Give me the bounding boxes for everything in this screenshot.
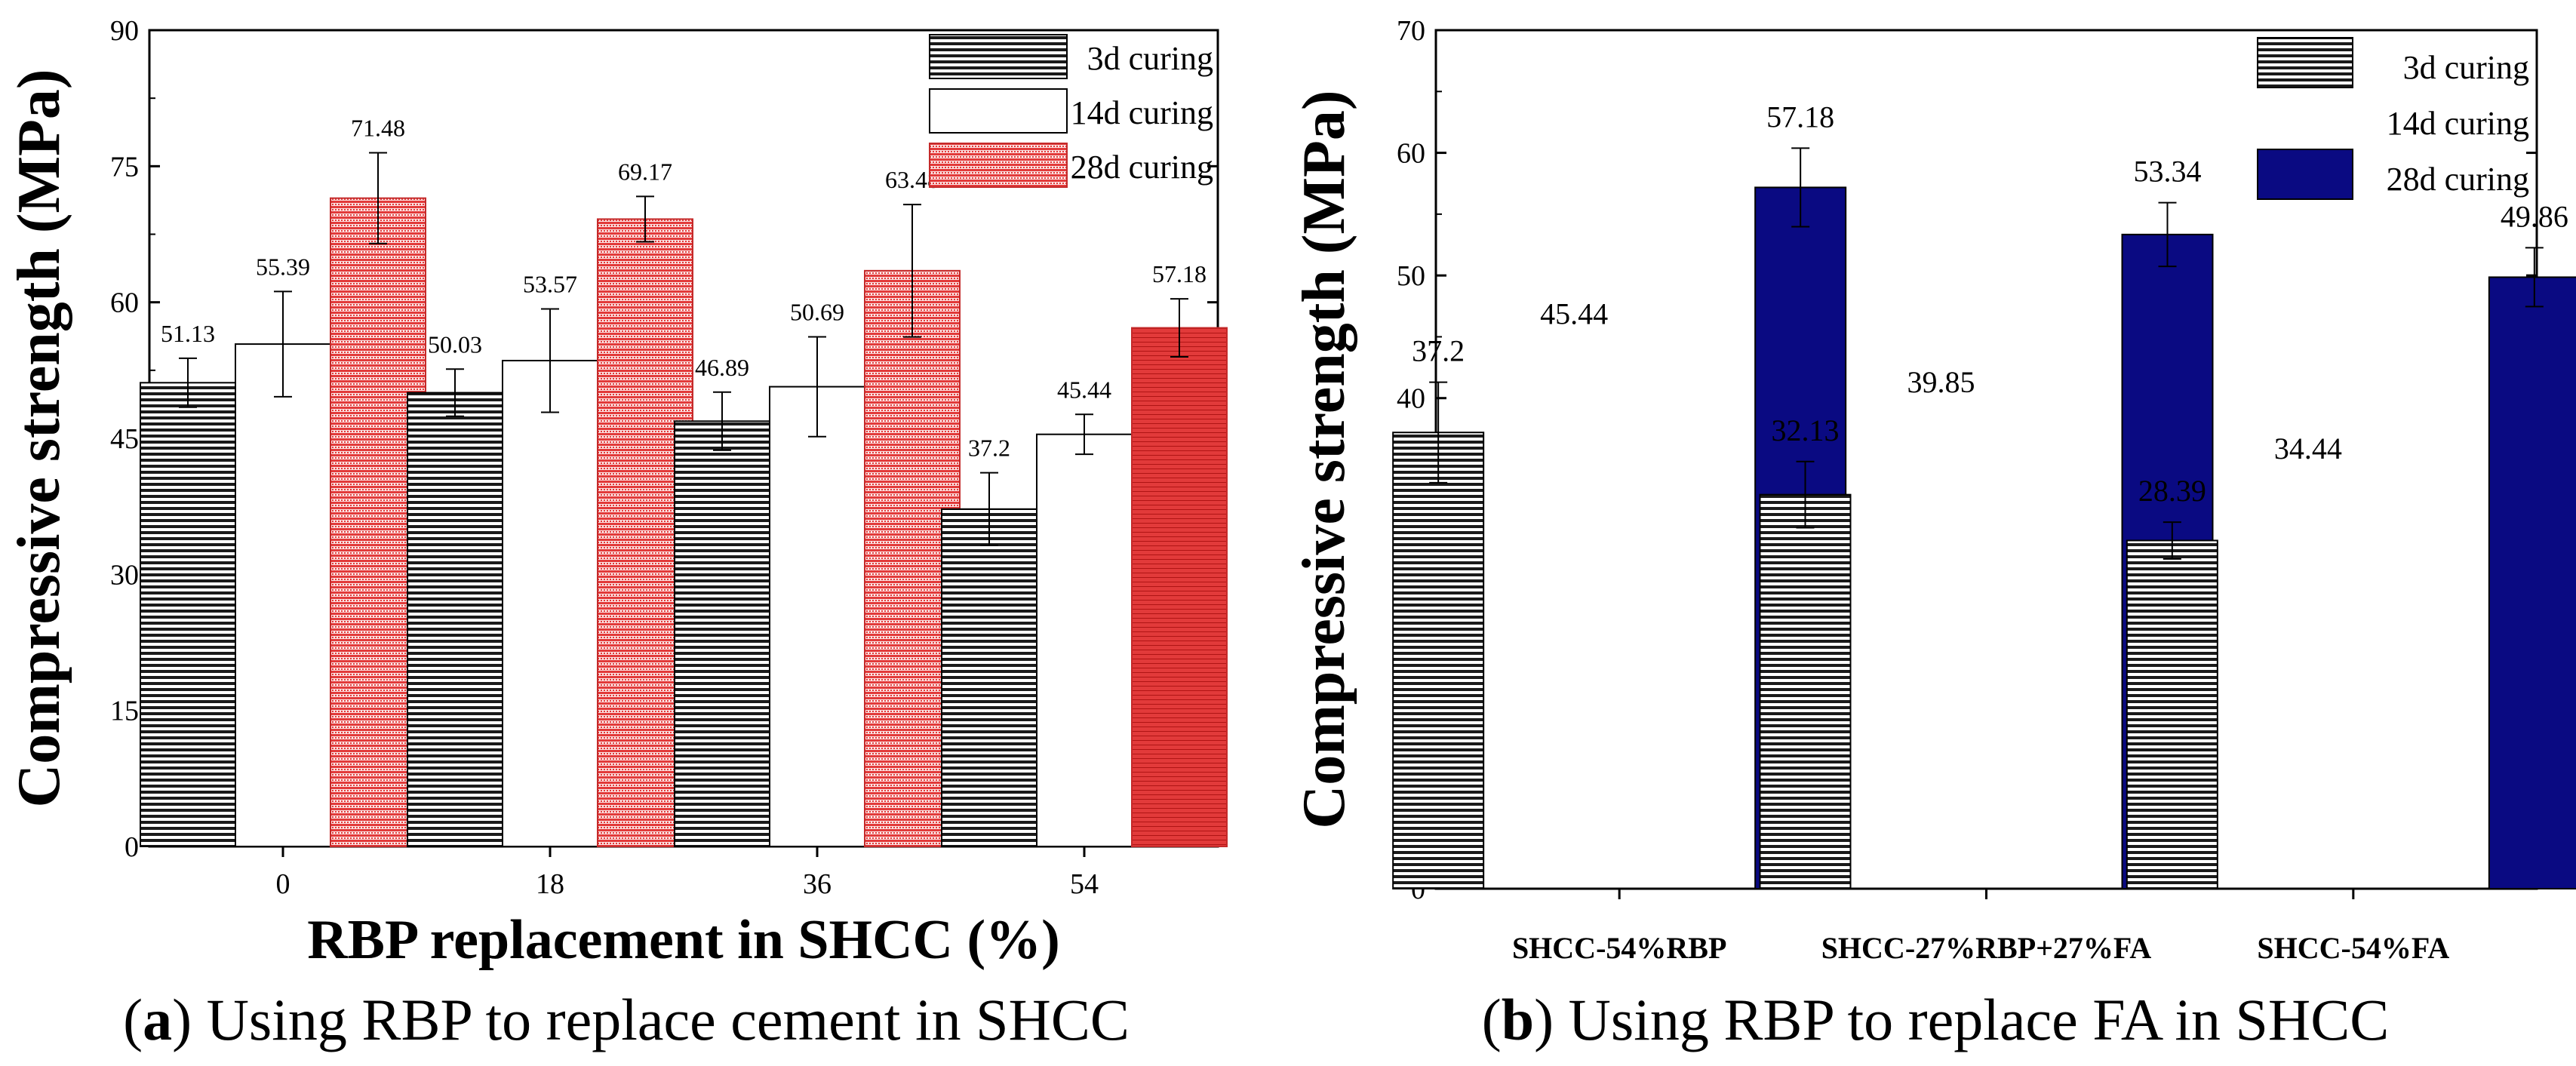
data-label: 49.86	[2501, 199, 2568, 233]
data-label: 32.13	[1772, 413, 1840, 447]
x-tick-label: 36	[803, 868, 832, 900]
bar-14d	[769, 386, 865, 847]
y-tick-label: 15	[110, 696, 139, 727]
x-axis-label: RBP replacement in SHCC (%)	[307, 909, 1060, 971]
error-bar	[1791, 147, 1810, 228]
chart-panel-a: 0 15 30 45 60 75 90 Compressive strength (MPa) 0…	[6, 15, 1228, 1052]
x-tick-label: 0	[276, 868, 290, 900]
error-bar	[274, 290, 292, 398]
legend-swatch	[929, 88, 1068, 134]
bar-3d	[407, 392, 503, 847]
bar-14d	[235, 343, 331, 847]
data-label: 45.44	[1057, 376, 1111, 403]
error-bar	[1170, 298, 1188, 358]
error-bar	[1796, 460, 1815, 529]
error-bar	[179, 357, 197, 408]
data-label: 53.34	[2134, 155, 2202, 189]
data-label: 69.17	[618, 158, 672, 185]
legend-label: 14d curing	[1071, 94, 1213, 131]
data-label: 28.39	[2138, 474, 2206, 508]
legend-swatch	[2257, 37, 2353, 88]
legend-label: 28d curing	[2387, 161, 2529, 198]
y-tick-label: 50	[1397, 260, 1425, 292]
error-bar	[2525, 247, 2544, 308]
error-bar	[1429, 381, 1448, 484]
bar-14d	[502, 359, 598, 847]
legend-label: 3d curing	[2403, 49, 2529, 86]
error-bar	[808, 336, 826, 438]
y-tick-label: 30	[110, 559, 139, 591]
data-label: 57.18	[1766, 100, 1834, 134]
y-tick-label: 60	[110, 287, 139, 319]
y-tick-label: 0	[124, 831, 139, 863]
y-tick-label: 45	[110, 423, 139, 455]
plot-frame	[1434, 29, 2538, 890]
error-bar	[713, 391, 731, 451]
y-tick-label: 75	[110, 151, 139, 183]
error-bar	[2163, 521, 2181, 560]
error-bar	[636, 195, 654, 243]
y-tick-label: 60	[1397, 138, 1425, 170]
data-label: 46.89	[695, 354, 749, 381]
data-label: 57.18	[1152, 260, 1207, 287]
bar-3d	[941, 508, 1037, 847]
data-label: 71.48	[351, 115, 405, 142]
legend-label: 14d curing	[2387, 105, 2529, 142]
bar-28d	[1131, 327, 1228, 847]
bar-3d	[1759, 493, 1852, 889]
data-label: 51.13	[161, 320, 215, 347]
data-label: 50.69	[790, 298, 844, 325]
x-tick-label: SHCC-54%FA	[2257, 931, 2449, 965]
legend: 3d curing 14d curing 28d curing	[929, 34, 1213, 188]
error-bar	[446, 368, 464, 417]
panel-caption: (b) Using RBP to replace FA in SHCC	[1482, 987, 2390, 1052]
y-tick-label: 40	[1397, 383, 1425, 415]
y-axis-label: Compressive strength (MPa)	[6, 69, 72, 807]
x-tick-label: 54	[1070, 868, 1099, 900]
y-tick-label: 70	[1397, 15, 1425, 47]
y-tick-label: 90	[110, 15, 139, 47]
data-label: 45.44	[1540, 296, 1608, 330]
legend: 3d curing 14d curing 28d curing	[2257, 37, 2529, 200]
data-label: 55.39	[256, 253, 310, 280]
error-bar	[903, 204, 921, 338]
bar-3d	[140, 382, 236, 847]
bar-3d	[674, 420, 770, 847]
legend-swatch	[2257, 149, 2353, 200]
error-bar	[2158, 201, 2177, 268]
data-label: 37.2	[968, 435, 1010, 462]
chart-panel-b: 010203040506070Compressive strength (MPa…	[1291, 15, 2576, 1052]
bar-3d	[2126, 539, 2218, 889]
legend-label: 28d curing	[1071, 149, 1213, 186]
error-bar	[1075, 413, 1093, 456]
error-bar	[541, 308, 559, 413]
legend-swatch	[929, 143, 1068, 188]
bar-28d	[2488, 276, 2576, 889]
error-bar	[980, 472, 998, 546]
legend-swatch	[929, 34, 1068, 79]
data-label: 53.57	[523, 270, 577, 297]
panel-caption: (a) Using RBP to replace cement in SHCC	[123, 987, 1130, 1052]
data-label: 37.2	[1412, 334, 1465, 368]
x-tick-label: SHCC-54%RBP	[1512, 931, 1726, 965]
error-bar	[369, 152, 387, 244]
x-tick-label: 18	[536, 868, 564, 900]
data-label: 50.03	[428, 330, 482, 358]
x-tick-label: SHCC-27%RBP+27%FA	[1821, 931, 2152, 965]
y-axis-label: Compressive strength (MPa)	[1291, 90, 1357, 828]
bar-3d	[1392, 432, 1485, 889]
data-label: 39.85	[1907, 365, 1975, 399]
data-label: 34.44	[2274, 432, 2342, 465]
bar-14d	[1036, 433, 1133, 847]
legend-label: 3d curing	[1087, 40, 1213, 77]
